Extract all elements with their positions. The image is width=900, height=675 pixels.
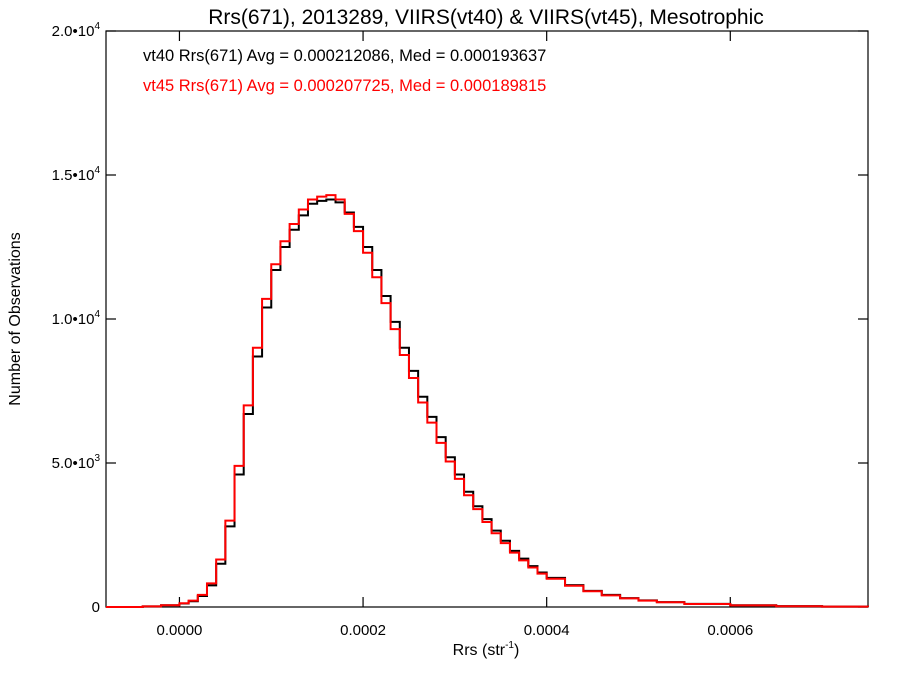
x-axis-label-main: Rrs (str [453, 642, 506, 659]
y-tick-exponent: 4 [94, 309, 100, 320]
chart-title: Rrs(671), 2013289, VIIRS(vt40) & VIIRS(v… [208, 6, 764, 29]
y-tick-mantissa: 1.5•10 [52, 167, 95, 184]
x-tick-label: 0.0000 [157, 622, 203, 639]
series-vt45-line [106, 194, 869, 608]
y-tick-label: 0 [92, 599, 100, 616]
y-tick-exponent: 3 [94, 453, 100, 464]
x-axis-label-close: ) [514, 642, 519, 659]
series-vt40-line [106, 198, 869, 608]
y-tick-label: 5.0•103 [52, 453, 101, 472]
y-tick-exponent: 4 [94, 165, 100, 176]
x-tick-label: 0.0004 [524, 622, 570, 639]
y-tick-label: 1.0•104 [52, 309, 101, 328]
annotation-vt40: vt40 Rrs(671) Avg = 0.000212086, Med = 0… [143, 47, 546, 65]
y-tick-mantissa: 1.0•10 [52, 311, 95, 328]
x-axis: 0.0000 0.0002 0.0004 0.0006 [157, 31, 753, 639]
y-tick-mantissa: 0 [92, 599, 100, 616]
y-axis-label: Number of Observations [7, 232, 24, 405]
x-axis-label-sup: -1 [505, 640, 514, 651]
x-axis-label: Rrs (str-1) [453, 640, 520, 659]
y-tick-mantissa: 2.0•10 [52, 23, 95, 40]
y-tick-label: 2.0•104 [52, 21, 101, 40]
x-tick-label: 0.0002 [340, 622, 386, 639]
annotation-vt45: vt45 Rrs(671) Avg = 0.000207725, Med = 0… [143, 77, 546, 95]
plot-series [106, 194, 869, 608]
plot-area-frame [105, 30, 869, 608]
x-tick-label: 0.0006 [707, 622, 753, 639]
y-tick-exponent: 4 [94, 21, 100, 32]
y-tick-mantissa: 5.0•10 [52, 455, 95, 472]
y-tick-label: 1.5•104 [52, 165, 101, 184]
